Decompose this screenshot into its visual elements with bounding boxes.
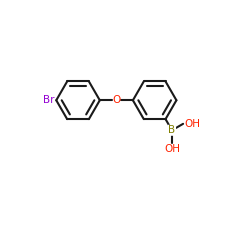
- Text: Br: Br: [43, 95, 55, 105]
- Text: OH: OH: [184, 119, 200, 129]
- Text: OH: OH: [164, 144, 180, 154]
- Text: B: B: [168, 125, 175, 135]
- Text: O: O: [112, 95, 120, 105]
